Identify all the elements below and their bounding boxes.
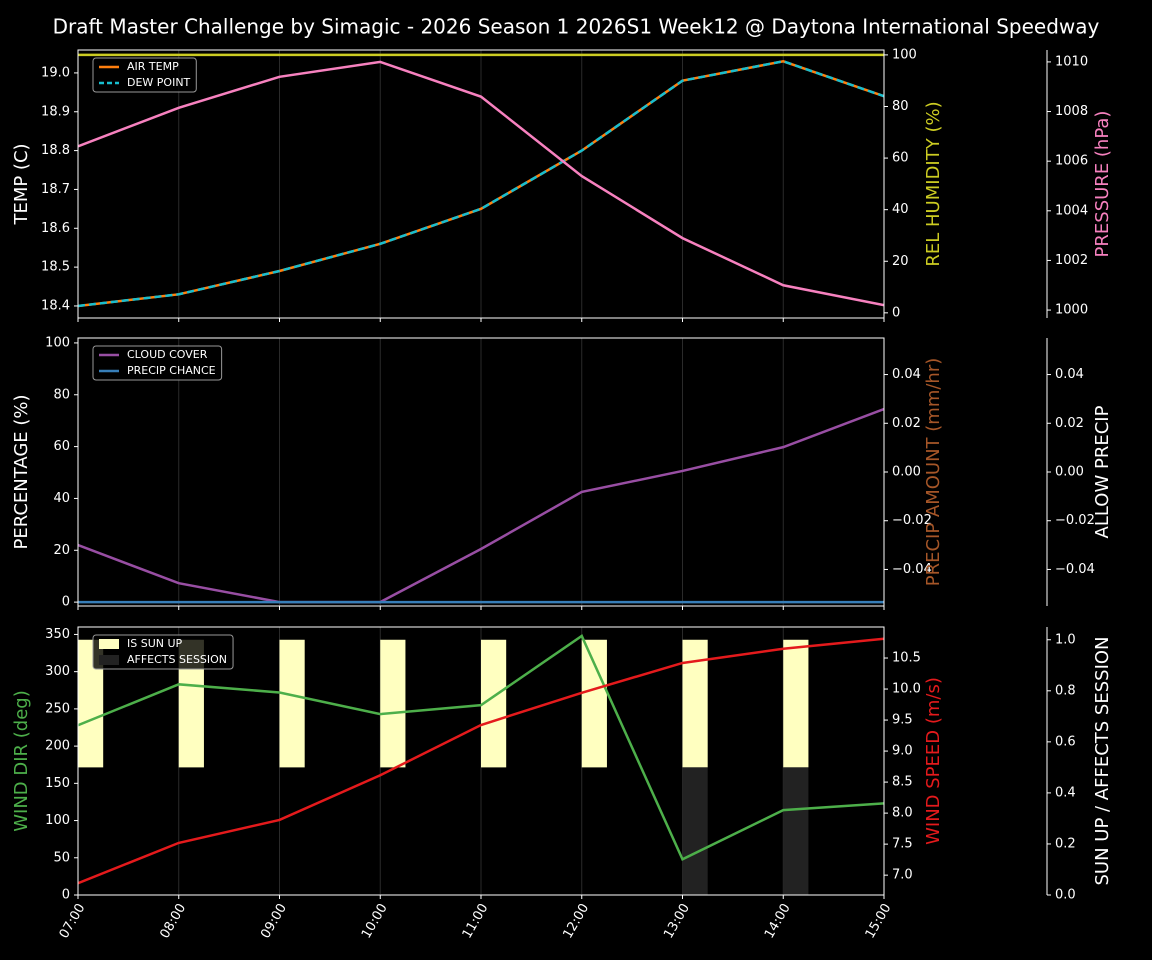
y-tick-label: −0.04 (892, 562, 932, 577)
y-tick-label: 1004 (1055, 203, 1088, 218)
y-tick-label: 0.0 (1055, 888, 1076, 903)
axis-label: PRECIP AMOUNT (mm/hr) (923, 358, 944, 587)
y-tick-label: 19.0 (41, 65, 70, 80)
y-tick-label: 100 (892, 47, 917, 62)
y-tick-label: 0.00 (892, 465, 921, 480)
y-tick-label: 40 (53, 491, 70, 506)
legend-box (92, 634, 234, 670)
y-tick-label: 18.7 (41, 182, 70, 197)
plot-area (78, 627, 884, 895)
y-tick-label: 18.9 (41, 104, 70, 119)
y-tick-label: 9.0 (892, 744, 913, 759)
y-tick-label: 0.04 (1055, 367, 1084, 382)
y-tick-label: 100 (45, 335, 70, 350)
y-tick-label: 80 (892, 99, 909, 114)
y-tick-label: 10.5 (892, 651, 921, 666)
axes-frame (77, 626, 885, 896)
legend-swatch (99, 655, 119, 665)
line (78, 60, 884, 307)
y-tick-label: −0.02 (1055, 513, 1095, 528)
y-tick-label: 150 (45, 776, 70, 791)
y-tick-label: 40 (892, 202, 909, 217)
y-tick-label: 0.8 (1055, 683, 1076, 698)
bar (279, 639, 305, 768)
y-tick-label: 0.2 (1055, 836, 1076, 851)
y-tick-label: 60 (53, 439, 70, 454)
legend-label: AFFECTS SESSION (127, 653, 227, 666)
line (78, 407, 884, 604)
bar (783, 767, 809, 895)
y-tick-label: 20 (53, 543, 70, 558)
y-tick-label: 0.02 (1055, 416, 1084, 431)
bar (783, 639, 809, 768)
y-tick-label: 1008 (1055, 104, 1088, 119)
legend: AIR TEMP DEW POINT (92, 57, 197, 93)
y-tick-label: 18.4 (41, 298, 70, 313)
legend-box (92, 345, 223, 381)
y-tick-label: 60 (892, 151, 909, 166)
axis-label: WIND DIR (deg) (11, 690, 32, 832)
y-tick-label: 18.5 (41, 260, 70, 275)
y-tick-label: 18.8 (41, 143, 70, 158)
y-tick-label: 0.4 (1055, 785, 1076, 800)
y-tick-label: 50 (53, 850, 70, 865)
plot-area (78, 338, 884, 606)
y-tick-label: 9.5 (892, 713, 913, 728)
axes-frame (77, 49, 885, 319)
y-tick-label: 100 (45, 813, 70, 828)
legend-label: IS SUN UP (127, 637, 183, 650)
y-tick-label: 7.0 (892, 868, 913, 883)
axis-label: PRESSURE (hPa) (1092, 111, 1113, 258)
line (78, 637, 884, 885)
y-tick-label: 300 (45, 664, 70, 679)
y-tick-label: 7.5 (892, 837, 913, 852)
y-tick-label: 1006 (1055, 154, 1088, 169)
y-tick-label: 20 (892, 254, 909, 269)
bar (581, 639, 607, 768)
y-tick-label: 8.5 (892, 775, 913, 790)
legend: IS SUN UP AFFECTS SESSION (92, 634, 234, 670)
y-tick-label: −0.02 (892, 513, 932, 528)
axis-label: PERCENTAGE (%) (11, 394, 32, 549)
y-tick-label: 200 (45, 739, 70, 754)
y-tick-label: 8.0 (892, 806, 913, 821)
legend: CLOUD COVER PRECIP CHANCE (92, 345, 223, 381)
bar (682, 767, 708, 895)
y-tick-label: 1002 (1055, 253, 1088, 268)
axis-label: ALLOW PRECIP (1092, 405, 1113, 538)
figure-title: Draft Master Challenge by Simagic - 2026… (53, 15, 1100, 39)
y-tick-label: −0.04 (1055, 562, 1095, 577)
plot-area (78, 50, 884, 318)
y-tick-label: 0 (62, 595, 70, 610)
bar (380, 639, 406, 768)
y-tick-label: 250 (45, 701, 70, 716)
y-tick-label: 80 (53, 387, 70, 402)
y-tick-label: 0.6 (1055, 734, 1076, 749)
y-tick-label: 350 (45, 627, 70, 642)
y-tick-label: 0 (62, 888, 70, 903)
legend-label: PRECIP CHANCE (127, 364, 216, 377)
legend-label: AIR TEMP (127, 60, 179, 73)
line (78, 634, 884, 861)
axis-label: WIND SPEED (m/s) (923, 677, 944, 845)
y-tick-label: 1.0 (1055, 632, 1076, 647)
y-tick-label: 0.02 (892, 416, 921, 431)
legend-label: CLOUD COVER (127, 348, 208, 361)
legend-label: DEW POINT (127, 76, 191, 89)
y-tick-label: 0 (892, 305, 900, 320)
axis-label: REL HUMIDITY (%) (923, 101, 944, 266)
y-tick-label: 0.00 (1055, 465, 1084, 480)
axis-label: SUN UP / AFFECTS SESSION (1092, 636, 1113, 885)
y-tick-label: 0.04 (892, 367, 921, 382)
y-tick-label: 10.0 (892, 682, 921, 697)
y-tick-label: 1010 (1055, 54, 1088, 69)
legend-swatch (99, 639, 119, 649)
line (78, 59, 884, 308)
y-tick-label: 18.6 (41, 221, 70, 236)
axis-label: TEMP (C) (11, 143, 32, 225)
y-tick-label: 1000 (1055, 303, 1088, 318)
